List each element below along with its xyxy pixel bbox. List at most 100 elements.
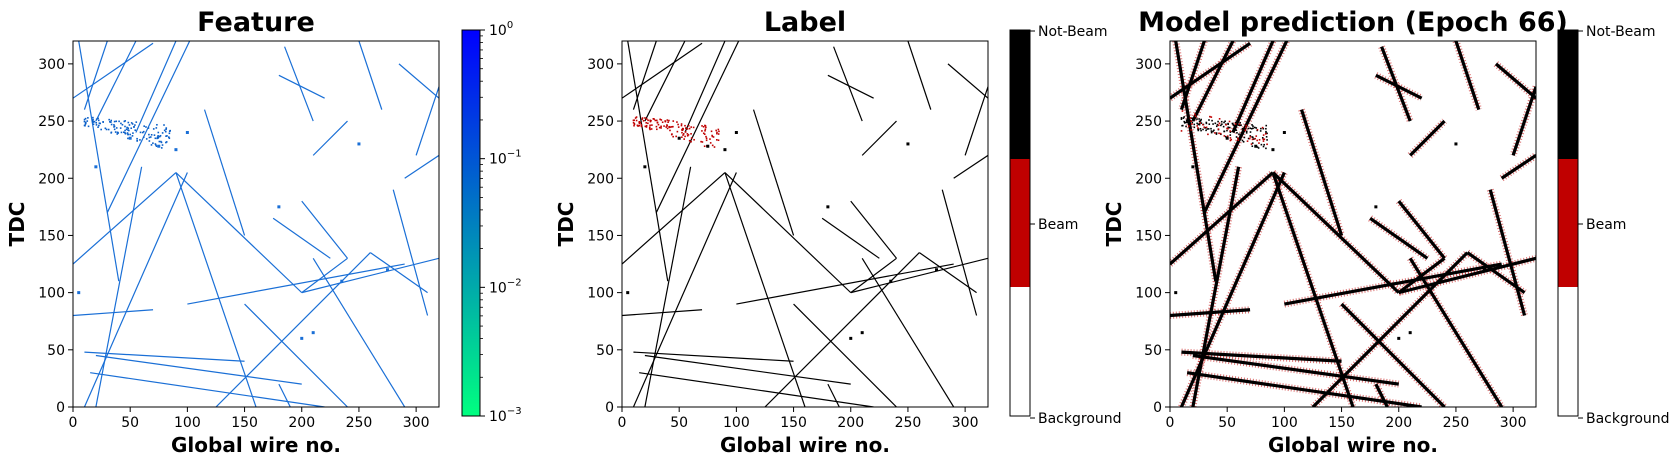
track-1 [83, 41, 108, 110]
cluster-hit-6 [1249, 135, 1252, 137]
cluster-hit-12 [645, 124, 648, 127]
prediction-axes-frame [1169, 40, 1537, 408]
cluster-hit-84 [1207, 128, 1210, 130]
track-20 [187, 263, 405, 305]
cluster-beam-hit-10 [1209, 115, 1211, 118]
cluster-hit-47 [1239, 121, 1241, 124]
cluster-hit-39 [644, 125, 647, 128]
cluster-hit-98 [123, 120, 126, 123]
prediction-y-ticks: 0 50 100 150 200 250 300 [1135, 57, 1170, 416]
cluster-hit-35 [1224, 120, 1226, 123]
track-30 [964, 86, 988, 156]
x-tick-label: 200 [837, 415, 864, 431]
cluster-hit-47 [640, 125, 643, 128]
cluster-hit-64 [168, 137, 171, 140]
cluster-hit-64 [647, 119, 649, 122]
cluster-hit-10 [134, 129, 137, 132]
hit-1 [157, 144, 161, 148]
cluster-hit-122 [85, 122, 87, 124]
track-33 [821, 217, 880, 259]
cluster-hit-130 [676, 121, 678, 123]
cluster-hit-41 [648, 126, 651, 129]
cluster-hit-75 [1183, 120, 1186, 123]
hit-11 [77, 291, 81, 295]
cluster-hit-73 [131, 135, 134, 137]
track-25 [95, 354, 302, 385]
cluster-hit-29 [1250, 127, 1253, 130]
cluster-hit-123 [1265, 124, 1268, 127]
cluster-hit-113 [633, 123, 636, 126]
cluster-hit-55 [1216, 123, 1219, 126]
cluster-hit-6 [715, 139, 718, 141]
cluster-hit-130 [1199, 120, 1201, 123]
track-11 [622, 172, 726, 265]
cluster-hit-120 [1220, 124, 1222, 127]
x-tick-label: 50 [670, 415, 688, 431]
hit-2 [94, 165, 98, 169]
cluster-hit-137 [658, 126, 661, 129]
x-tick-label: 300 [1500, 415, 1527, 431]
y-tick-label: 100 [587, 286, 614, 302]
track-0 [627, 41, 669, 282]
cluster-hit-116 [167, 136, 170, 138]
cluster-hit-52 [142, 136, 145, 138]
cluster-hit-103 [161, 132, 164, 134]
cluster-hit-44 [168, 130, 171, 133]
track-26 [90, 372, 325, 407]
cluster-hit-112 [156, 137, 158, 140]
cluster-hit-107 [131, 123, 134, 125]
cluster-hit-35 [633, 119, 635, 121]
cluster-hit-66 [1262, 127, 1265, 130]
cluster-hit-42 [1205, 129, 1207, 132]
cluster-hit-39 [115, 127, 118, 129]
cluster-hit-3 [681, 136, 683, 138]
label-axes-frame [621, 40, 989, 408]
cluster-hit-57 [675, 135, 677, 138]
cluster-hit-131 [644, 117, 646, 119]
cluster-hit-110 [147, 127, 150, 129]
cluster-beam-hit-37 [1218, 118, 1221, 120]
track-19 [622, 309, 703, 317]
cluster-hit-12 [110, 121, 112, 123]
cluster-hit-78 [677, 123, 679, 126]
cluster-hit-99 [1241, 127, 1244, 130]
feature-colorbar-ticks: 100 10−1 10−2 10−3 [480, 20, 522, 425]
prediction-colorbar-ticks: Not-Beam Beam Background [1578, 24, 1670, 427]
cluster-hit-54 [668, 119, 670, 122]
cluster-hit-99 [155, 144, 157, 146]
track-14 [850, 257, 897, 294]
cluster-hit-87 [1259, 130, 1262, 132]
track-5 [1170, 41, 1251, 100]
cluster-hit-37 [663, 125, 665, 127]
cluster-hit-131 [87, 117, 89, 119]
cluster-hit-74 [634, 117, 637, 119]
cluster-hit-1 [1251, 124, 1253, 126]
cluster-hit-30 [1245, 132, 1248, 134]
label-x-ticks: 0 50 100 150 200 250 300 [618, 407, 978, 431]
track-16 [83, 172, 188, 407]
cluster-hit-53 [154, 137, 157, 140]
cluster-beam-hit-31 [1190, 120, 1192, 123]
x-tick-label: 0 [1166, 415, 1175, 431]
cluster-hit-15 [1252, 125, 1254, 127]
cluster-hit-34 [120, 122, 122, 125]
label-ylabel: TDC [554, 202, 578, 247]
cluster-beam-hit-44 [1261, 126, 1264, 129]
cluster-beam-hit-23 [1226, 127, 1228, 130]
cluster-beam-hit-49 [1237, 139, 1240, 141]
cluster-hit-61 [1183, 122, 1186, 124]
track-15 [1397, 200, 1446, 260]
cluster-hit-125 [84, 124, 86, 127]
cluster-hit-25 [120, 131, 123, 134]
cluster-hit-96 [135, 121, 138, 123]
cluster-hit-32 [704, 125, 707, 127]
colorbar-label-background: Background [1038, 411, 1122, 427]
cluster-hit-91 [1224, 135, 1227, 138]
cluster-hit-129 [672, 135, 674, 138]
cluster-beam-hit-4 [1202, 123, 1204, 126]
track-4 [655, 41, 740, 213]
hit-5 [906, 142, 910, 146]
cluster-hit-49 [652, 118, 655, 120]
x-tick-label: 50 [121, 415, 139, 431]
cluster-hit-21 [165, 141, 167, 144]
